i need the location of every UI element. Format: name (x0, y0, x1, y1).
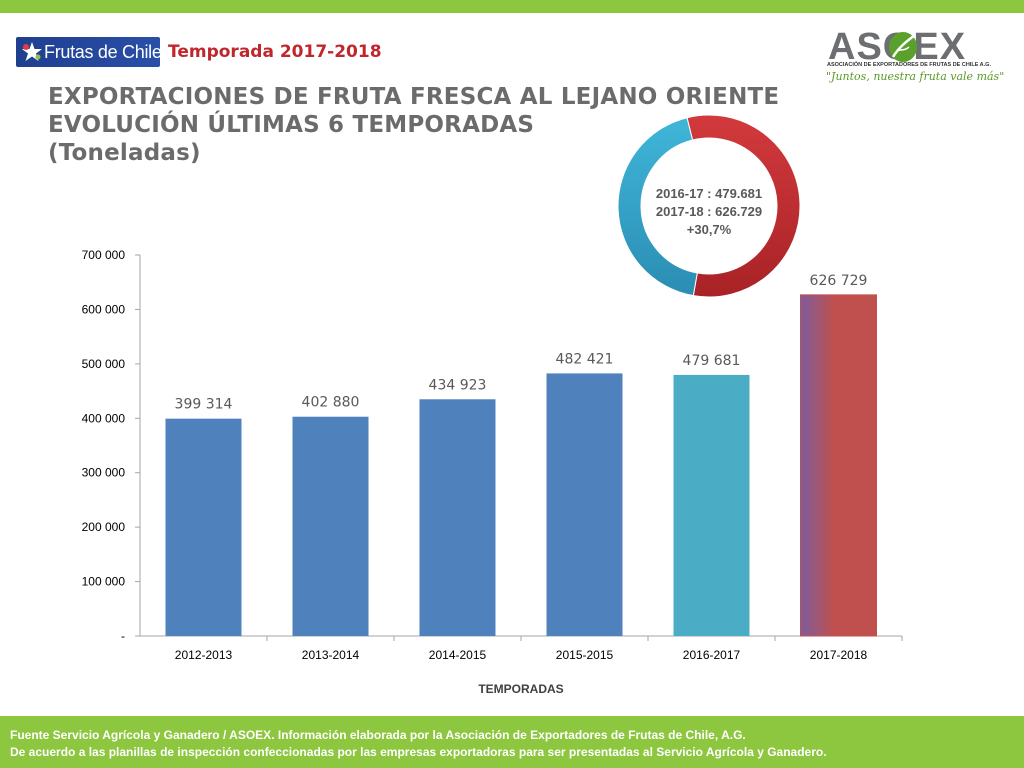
growth-donut: 2016-17 : 479.681 2017-18 : 626.729 +30,7% (617, 114, 801, 298)
bar-2016-2017 (673, 374, 750, 636)
footer-line-1: Fuente Servicio Agrícola y Ganadero / AS… (10, 728, 746, 742)
season-label: Temporada 2017-2018 (168, 42, 382, 62)
donut-slice-2017-18 (686, 114, 801, 298)
bar-2017-2018 (800, 294, 877, 637)
frutas-de-chile-logo: Frutas de Chile (16, 37, 162, 67)
top-accent-bar (0, 0, 1024, 13)
exports-bar-chart: - 100 000 200 000 300 000 400 000 500 000 600 … (82, 114, 903, 696)
x-tick-label: 2016-2017 (683, 648, 741, 662)
asoex-subtitle: ASOCIACIÓN DE EXPORTADORES DE FRUTAS DE … (827, 62, 991, 68)
y-tick-label: 100 000 (82, 575, 126, 589)
y-tick-label: 700 000 (82, 248, 126, 262)
x-axis-title: TEMPORADAS (478, 682, 563, 696)
data-label: 402 880 (302, 395, 360, 411)
data-label: 482 421 (556, 351, 614, 367)
bar-2013-2014 (292, 416, 369, 636)
brand-label: Frutas de Chile (44, 42, 162, 62)
donut-center-label: 2017-18 : 626.729 (656, 204, 762, 219)
page-title-line-2: EVOLUCIÓN ÚLTIMAS 6 TEMPORADAS (48, 112, 535, 138)
star-icon (22, 42, 42, 61)
bar-2014-2015 (419, 399, 496, 636)
data-label: 434 923 (429, 377, 487, 393)
y-tick-label: 500 000 (82, 357, 126, 371)
x-tick-label: 2014-2015 (429, 648, 487, 662)
x-tick-label: 2013-2014 (302, 648, 360, 662)
y-tick-label: 600 000 (82, 302, 126, 316)
footer-line-2: De acuerdo a las planillas de inspección… (10, 745, 827, 759)
x-tick-label: 2015-2015 (556, 648, 614, 662)
page-title-line-3: (Toneladas) (48, 140, 201, 166)
bar-2012-2013 (165, 418, 242, 636)
footer-source-note: Fuente Servicio Agrícola y Ganadero / AS… (0, 716, 1024, 768)
data-label: 626 729 (810, 273, 868, 289)
asoex-slogan: "Juntos, nuestra fruta vale más" (826, 70, 1005, 83)
page-title-line-1: EXPORTACIONES DE FRUTA FRESCA AL LEJANO … (48, 84, 780, 110)
y-tick-label: 400 000 (82, 411, 126, 425)
donut-slice-2016-17 (617, 117, 698, 297)
data-label: 399 314 (175, 397, 233, 413)
leaf-icon (889, 32, 917, 62)
x-tick-label: 2012-2013 (175, 648, 233, 662)
chart-bars: 399 314 402 880 434 923 482 421 479 681 626 7… (165, 273, 877, 637)
bar-2015-2015 (546, 373, 623, 636)
asoex-logo: ASOEX ASOCIACIÓN DE EXPORTADORES DE FRUT… (824, 26, 1004, 88)
y-tick-label: 200 000 (82, 520, 126, 534)
donut-center-label: +30,7% (687, 222, 732, 237)
chart-axes: - 100 000 200 000 300 000 400 000 500 000 600 … (82, 248, 903, 696)
donut-center-label: 2016-17 : 479.681 (656, 186, 762, 201)
y-tick-label: 300 000 (82, 466, 126, 480)
data-label: 479 681 (683, 353, 741, 369)
y-tick-label: - (121, 629, 125, 643)
x-tick-label: 2017-2018 (810, 648, 868, 662)
